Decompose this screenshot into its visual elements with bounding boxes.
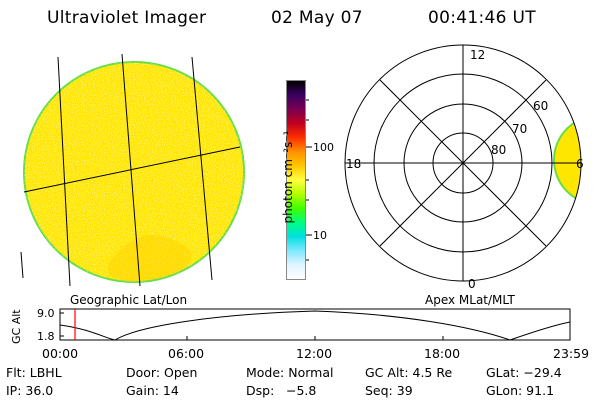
longitude-line bbox=[20, 251, 24, 279]
colorbar-tick-100: 100 bbox=[313, 141, 334, 154]
polar-aurora-region bbox=[553, 114, 581, 206]
instrument-title: Ultraviolet Imager bbox=[47, 8, 207, 28]
ip-info: IP: 36.0 bbox=[6, 383, 54, 398]
dsp-label: Dsp: bbox=[246, 383, 275, 398]
geographic-grid bbox=[20, 53, 241, 287]
colorbar-tick-10: 10 bbox=[313, 229, 327, 242]
glat-info: GLat: −29.4 bbox=[486, 365, 562, 380]
uv-image-disk bbox=[23, 61, 245, 283]
latitude-line bbox=[23, 146, 241, 193]
left-panel-caption: Geographic Lat/Lon bbox=[70, 293, 188, 307]
mlt-label-12: 12 bbox=[470, 48, 485, 62]
time-tick-2: 12:00 bbox=[296, 346, 333, 361]
date-label: 02 May 07 bbox=[271, 8, 363, 28]
colorbar bbox=[286, 80, 306, 280]
altitude-plot-frame bbox=[59, 308, 571, 341]
mlat-label-70: 70 bbox=[512, 122, 527, 136]
uv-intensity-patch bbox=[107, 235, 192, 282]
mlt-label-6: 6 bbox=[576, 157, 584, 171]
altitude-ytick-bottom: 1.8 bbox=[37, 330, 55, 343]
time-tick-3: 18:00 bbox=[424, 346, 461, 361]
time-tick-0: 00:00 bbox=[42, 346, 79, 361]
mlat-label-80: 80 bbox=[491, 143, 506, 157]
gc-alt-info: GC Alt: 4.5 Re bbox=[365, 365, 453, 380]
door-info: Door: Open bbox=[126, 365, 198, 380]
mlt-diagonal bbox=[379, 79, 547, 247]
longitude-line bbox=[191, 56, 213, 281]
altitude-ylabel: GC Alt bbox=[10, 309, 23, 344]
time-tick-4: 23:59 bbox=[553, 346, 590, 361]
dsp-value: −5.8 bbox=[286, 383, 317, 398]
mlt-label-18: 18 bbox=[346, 157, 361, 171]
time-label: 00:41:46 UT bbox=[428, 8, 536, 28]
altitude-trace bbox=[59, 310, 571, 341]
longitude-line bbox=[57, 56, 71, 287]
glon-info: GLon: 91.1 bbox=[486, 383, 555, 398]
colorbar-gradient bbox=[286, 80, 306, 280]
seq-info: Seq: 39 bbox=[365, 383, 413, 398]
altitude-ytick-top: 9.0 bbox=[37, 307, 55, 320]
mlat-label-60: 60 bbox=[533, 99, 548, 113]
time-tick-1: 06:00 bbox=[168, 346, 205, 361]
filter-info: Flt: LBHL bbox=[6, 365, 62, 380]
colorbar-axis: 100 10 bbox=[306, 99, 334, 261]
mode-info: Mode: Normal bbox=[246, 365, 334, 380]
gain-info: Gain: 14 bbox=[126, 383, 179, 398]
right-panel-caption: Apex MLat/MLT bbox=[425, 293, 515, 307]
mlt-label-0: 0 bbox=[468, 277, 476, 291]
